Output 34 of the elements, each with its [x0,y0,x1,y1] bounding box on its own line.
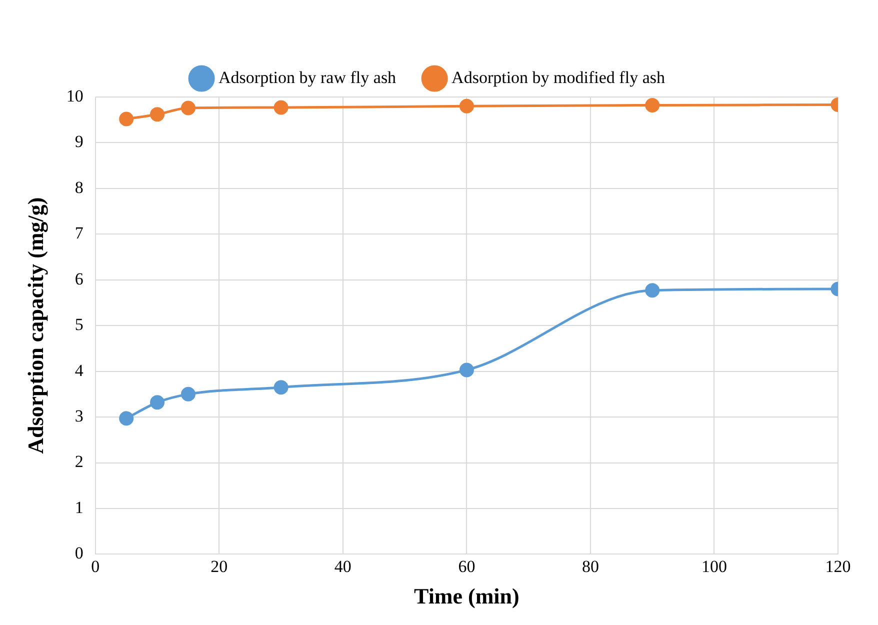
x-tick-label: 80 [582,556,599,576]
y-tick-label: 6 [74,269,84,288]
point [150,107,165,122]
y-tick-label: 3 [74,406,84,426]
point [645,283,660,298]
y-tick-label: 10 [66,86,84,106]
point [180,386,196,402]
x-tick-label: 100 [701,556,727,576]
y-tick-label: 7 [74,224,84,243]
point [645,98,660,112]
x-tick-label: 120 [825,556,851,576]
point [119,411,134,426]
x-tick-label: 40 [334,556,352,576]
point [274,380,288,395]
point [274,100,288,115]
x-axis-title: Time (min) [414,583,520,608]
y-tick-label: 2 [74,452,84,472]
point [459,362,474,378]
point [459,98,474,114]
point [180,100,196,116]
y-axis-title: Adsorption capacity (mg/g) [22,197,48,454]
y-tick-label: 5 [74,315,84,334]
x-tick-label: 60 [458,556,476,576]
y-tick-label: 1 [74,498,84,517]
y-tick-label: 9 [74,132,84,152]
y-tick-label: 8 [74,178,84,197]
legend-label: Adsorption by raw fly ash [218,68,397,87]
y-tick-label: 4 [74,360,84,380]
legend-label: Adsorption by modified fly ash [452,68,666,87]
point [150,395,165,410]
x-tick-label: 20 [210,556,228,576]
x-tick-label: 0 [91,556,100,576]
y-tick-label: 0 [74,544,84,563]
point [119,112,134,126]
